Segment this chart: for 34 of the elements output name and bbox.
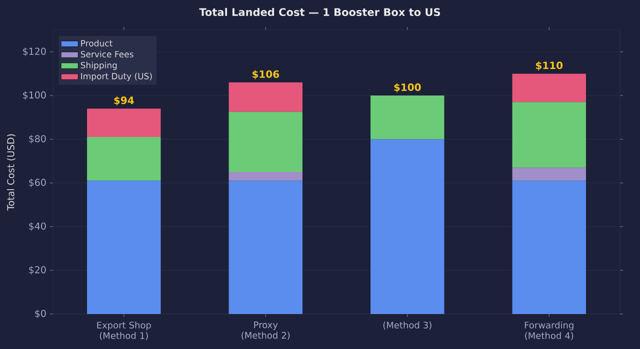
bar bbox=[370, 96, 444, 140]
bar bbox=[512, 74, 586, 102]
bar bbox=[87, 180, 161, 314]
y-tick-label: $0 bbox=[35, 310, 46, 318]
bar bbox=[228, 172, 302, 181]
x-tick-label: (Method 3) bbox=[383, 322, 432, 330]
y-tick-label: $40 bbox=[29, 222, 46, 231]
legend-label: Service Fees bbox=[80, 50, 134, 58]
bar bbox=[512, 168, 586, 181]
bar bbox=[512, 180, 586, 314]
y-tick-label: $100 bbox=[23, 91, 46, 100]
legend-label: Shipping bbox=[80, 62, 117, 70]
y-tick-label: $60 bbox=[29, 178, 46, 188]
x-tick-label: Export Shop (Method 1) bbox=[97, 322, 151, 340]
legend-label: Import Duty (US) bbox=[81, 72, 152, 81]
bar bbox=[228, 112, 302, 172]
y-tick-label: $80 bbox=[29, 134, 46, 144]
x-tick-label: Proxy (Method 2) bbox=[242, 322, 290, 340]
bar bbox=[87, 108, 161, 138]
total-label: $106 bbox=[252, 70, 280, 80]
bar bbox=[228, 180, 302, 314]
bar bbox=[87, 137, 161, 181]
bar bbox=[228, 82, 302, 112]
total-label: $94 bbox=[114, 96, 134, 106]
y-axis-title: Total Cost (USD) bbox=[6, 134, 16, 211]
y-tick-label: $120 bbox=[23, 48, 46, 56]
chart-title: Total Landed Cost — 1 Booster Box to US bbox=[199, 8, 440, 16]
bar bbox=[512, 102, 586, 168]
total-label: $100 bbox=[394, 83, 421, 92]
total-label: $110 bbox=[536, 61, 563, 70]
bar bbox=[370, 139, 444, 314]
x-tick-label: Forwarding (Method 4) bbox=[524, 322, 574, 340]
y-tick-label: $20 bbox=[29, 266, 46, 275]
legend-label: Product bbox=[81, 40, 112, 46]
